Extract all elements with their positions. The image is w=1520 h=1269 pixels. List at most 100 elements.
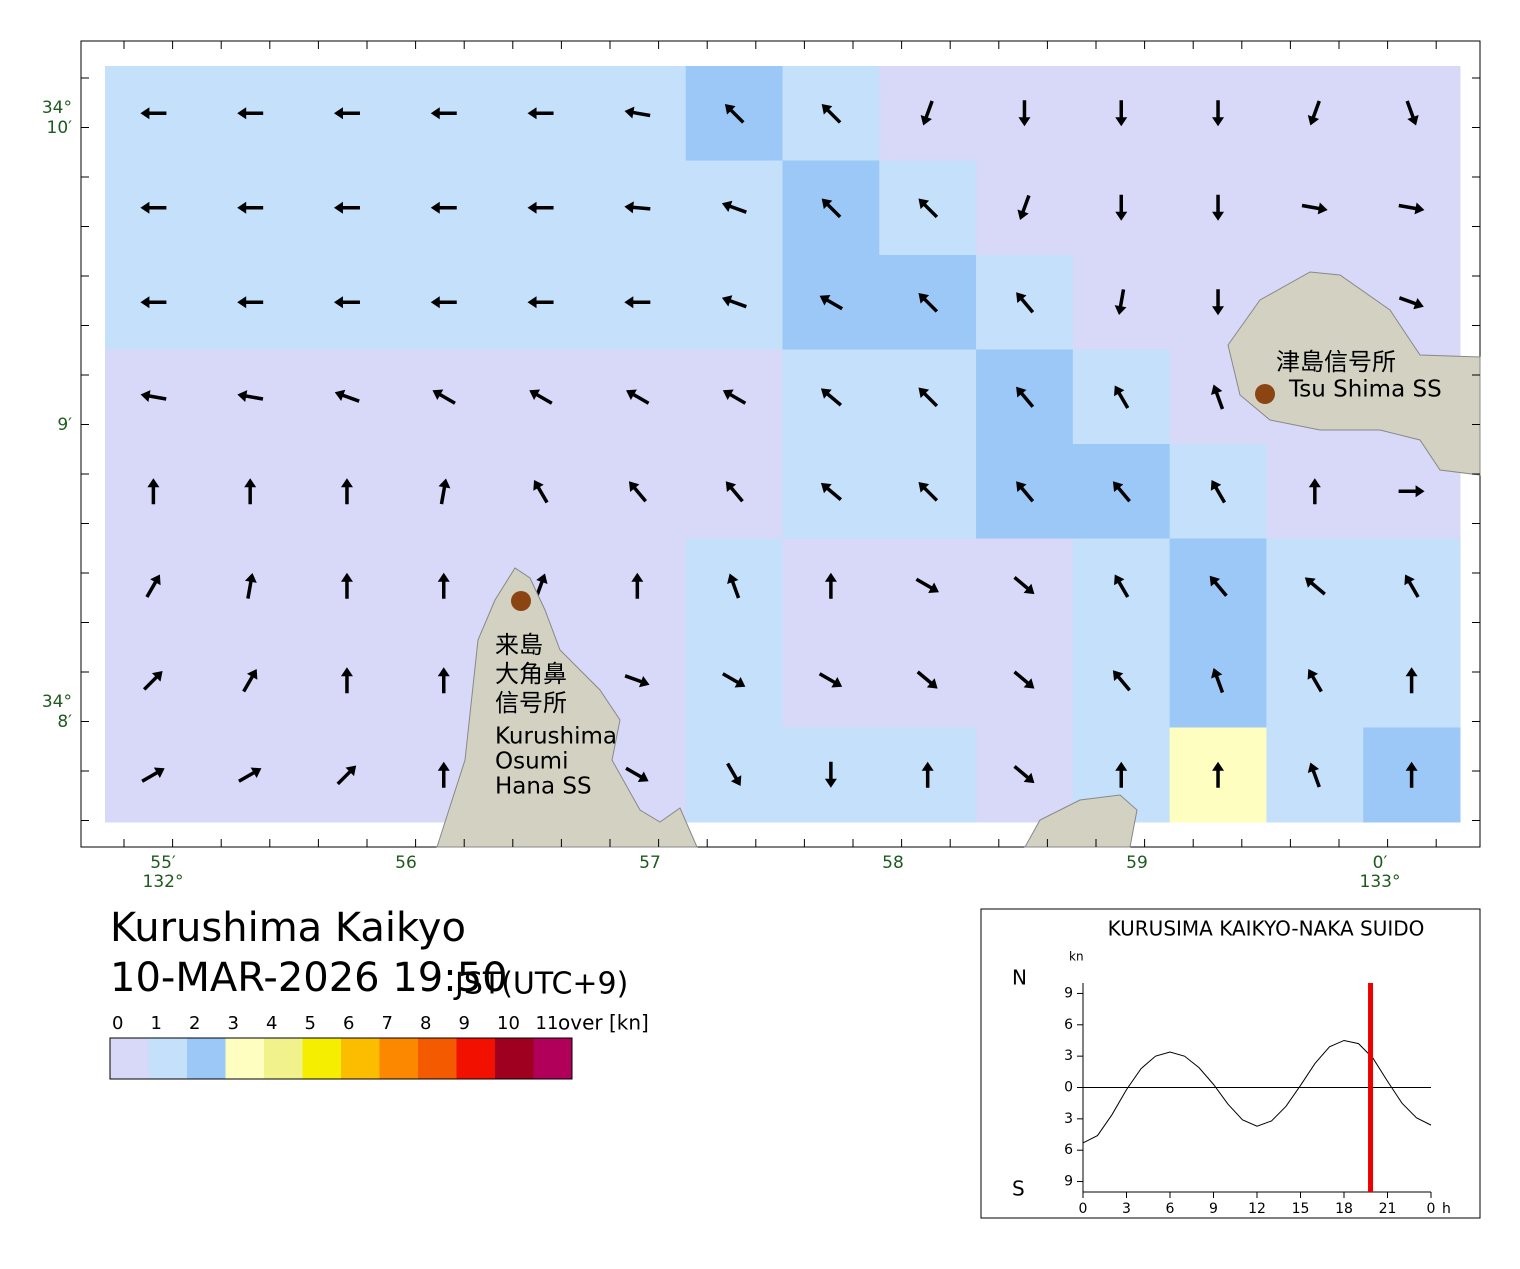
datetime: 10-MAR-2026 19:50 [110, 955, 508, 1001]
arrow-shaft [238, 769, 258, 783]
arrow-shaft [727, 391, 747, 405]
current-arrow [437, 572, 450, 599]
x-tick-label: 0 [1427, 1201, 1436, 1217]
y-tick-label: 9 [1064, 1174, 1073, 1190]
y-tick-label: 9 [1064, 985, 1073, 1001]
arrow-shaft [921, 485, 939, 502]
current-arrow [438, 478, 451, 505]
arrow-head [831, 677, 843, 688]
arrow-shaft [624, 674, 645, 685]
legend-swatch [148, 1038, 187, 1079]
arrow-head [1211, 384, 1223, 396]
arrow-head [1023, 678, 1035, 689]
arrow-shaft [824, 201, 842, 219]
arrow-head [150, 574, 161, 586]
arrow-shaft [1309, 673, 1323, 693]
lat-minute: 10′ [47, 118, 73, 138]
legend-label: 4 [266, 1013, 277, 1034]
current-arrow [1115, 194, 1128, 221]
current-arrow [529, 389, 553, 405]
current-arrow [724, 104, 745, 124]
arrow-head [624, 201, 634, 214]
arrow-head [725, 481, 737, 493]
arrow-shaft [824, 107, 842, 124]
current-arrow [631, 572, 644, 599]
arrow-head [821, 198, 833, 210]
current-arrow [626, 389, 650, 405]
current-arrow [921, 761, 934, 788]
arrow-shaft [1115, 673, 1131, 692]
arrow-head [1209, 575, 1221, 587]
station-marker [511, 591, 531, 611]
legend-label: 6 [343, 1013, 354, 1034]
arrow-head [246, 668, 258, 680]
arrow-head [244, 478, 257, 488]
current-arrow [1308, 478, 1321, 505]
map-title: Kurushima Kaikyo [110, 905, 466, 951]
arrow-head [1307, 762, 1320, 774]
arrow-shaft [630, 205, 651, 211]
arrow-shaft [146, 393, 167, 401]
legend-swatch [187, 1038, 226, 1079]
arrow-head [533, 479, 544, 491]
arrow-head [437, 761, 450, 771]
arrow-head [1414, 202, 1425, 215]
legend-label: 11 [536, 1013, 559, 1034]
arrow-head [237, 296, 247, 309]
timezone: JST(UTC+9) [453, 967, 628, 1002]
arrow-head [536, 573, 548, 585]
current-arrow [340, 667, 353, 694]
current-arrow [430, 296, 457, 309]
current-arrow [918, 293, 939, 313]
current-arrow [1209, 575, 1228, 597]
arrow-shaft [625, 766, 645, 780]
arrow-head [624, 296, 634, 309]
arrow-shaft [1301, 203, 1323, 211]
arrow-shaft [916, 670, 935, 687]
arrow-shaft [1116, 578, 1130, 598]
current-arrow [721, 295, 747, 309]
arrow-shaft [1213, 389, 1225, 410]
arrow-head [430, 107, 440, 120]
current-arrow [1211, 384, 1225, 410]
legend-swatch [456, 1038, 495, 1079]
kurushima-island [436, 567, 698, 848]
current-arrow [1210, 479, 1227, 504]
arrow-head [1415, 485, 1425, 498]
current-arrow [1405, 667, 1418, 694]
arrow-shaft [921, 390, 939, 408]
current-arrow [244, 478, 257, 505]
legend-label: 10 [497, 1013, 520, 1034]
arrow-shaft [921, 296, 939, 313]
current-arrow [624, 296, 651, 309]
arrow-shaft [1013, 765, 1031, 781]
arrow-head [527, 201, 537, 214]
current-arrow [1405, 100, 1419, 126]
station-name-ja: 信号所 [495, 689, 567, 717]
current-arrow [1013, 765, 1035, 784]
current-arrow [437, 761, 450, 788]
arrow-head [147, 478, 160, 488]
arrow-head [1212, 117, 1225, 127]
arrow-head [920, 114, 932, 126]
current-arrow [1112, 670, 1131, 692]
arrow-head [628, 481, 640, 493]
arrow-head [244, 572, 257, 583]
x-tick-label: 18 [1335, 1201, 1353, 1217]
tide-chart-title: KURUSIMA KAIKYO-NAKA SUIDO [1108, 917, 1425, 941]
arrow-head [819, 295, 831, 306]
tsushima-island [1227, 271, 1481, 476]
current-arrow [430, 201, 457, 214]
current-arrow [1212, 194, 1225, 221]
current-arrow [145, 574, 161, 598]
arrow-shaft [246, 578, 254, 599]
current-arrow [1398, 202, 1425, 215]
arrow-head [438, 478, 451, 489]
current-arrow [237, 390, 264, 402]
arrow-head [626, 389, 637, 400]
current-arrow [624, 201, 651, 214]
current-arrow [244, 572, 257, 599]
current-arrow [237, 107, 264, 120]
legend-unit: over [kn] [558, 1011, 649, 1035]
lon-minute: 59 [1126, 853, 1148, 873]
